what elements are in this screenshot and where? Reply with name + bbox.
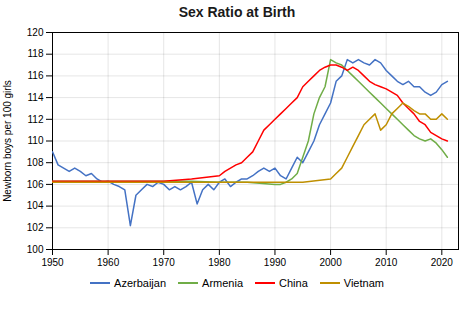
svg-text:110: 110 [28, 135, 44, 146]
svg-text:2010: 2010 [375, 257, 398, 268]
svg-text:2020: 2020 [431, 257, 454, 268]
svg-text:2000: 2000 [319, 257, 342, 268]
html-text:Sex Ratio at Birth: Sex Ratio at Birth [178, 4, 296, 20]
svg-text:116: 116 [28, 70, 44, 81]
html-text:Vietnam: Vietnam [343, 277, 384, 289]
svg-text:106: 106 [27, 179, 44, 190]
svg-text:1950: 1950 [41, 257, 64, 268]
html-text:China: China [279, 277, 308, 289]
html-text:Armenia: Armenia [202, 277, 243, 289]
html-text:Azerbaijan: Azerbaijan [114, 277, 166, 289]
svg-text:104: 104 [27, 200, 44, 211]
svg-text:100: 100 [27, 244, 44, 255]
svg-text:108: 108 [27, 157, 44, 168]
svg-text:114: 114 [28, 92, 44, 103]
svg-text:1970: 1970 [153, 257, 176, 268]
svg-text:1990: 1990 [264, 257, 287, 268]
svg-text:Newborn boys per 100 girls: Newborn boys per 100 girls [2, 80, 13, 202]
svg-text:118: 118 [28, 48, 44, 59]
svg-text:1960: 1960 [97, 257, 120, 268]
svg-text:112: 112 [28, 114, 44, 125]
svg-text:1980: 1980 [208, 257, 231, 268]
svg-text:120: 120 [27, 27, 44, 38]
svg-text:102: 102 [27, 222, 44, 233]
